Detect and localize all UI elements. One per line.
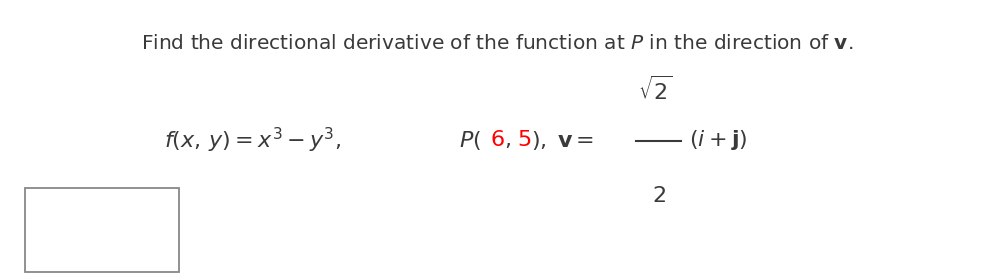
Text: $6$: $6$ bbox=[490, 130, 505, 150]
Text: $(i + \mathbf{j})$: $(i + \mathbf{j})$ bbox=[689, 128, 747, 152]
Text: $P($: $P($ bbox=[459, 129, 481, 151]
Text: $2$: $2$ bbox=[652, 186, 665, 206]
Text: $\sqrt{2}$: $\sqrt{2}$ bbox=[638, 75, 673, 104]
Text: Find the directional derivative of the function at $\mathit{P}$ in the direction: Find the directional derivative of the f… bbox=[141, 34, 853, 53]
Text: $f(x,\,y) = x^3 - y^3,$: $f(x,\,y) = x^3 - y^3,$ bbox=[164, 125, 341, 155]
Text: $5$: $5$ bbox=[517, 130, 531, 150]
Text: $),\;\mathbf{v} =$: $),\;\mathbf{v} =$ bbox=[531, 129, 594, 151]
Bar bbox=[25, 188, 179, 272]
Text: $,$: $,$ bbox=[504, 130, 511, 150]
